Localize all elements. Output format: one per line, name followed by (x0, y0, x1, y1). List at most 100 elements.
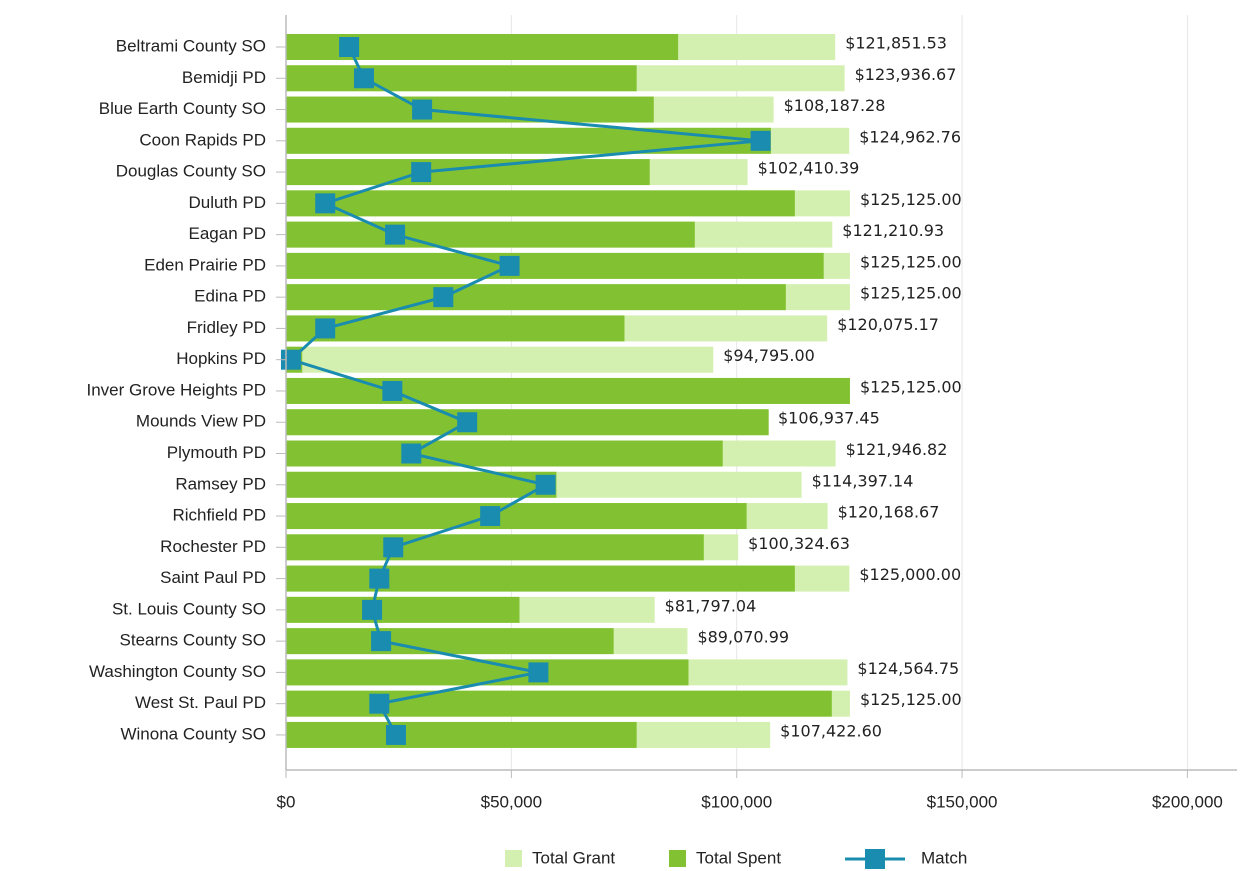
bar (286, 190, 795, 217)
y-tick-label: St. Louis County SO (112, 599, 266, 618)
data-label: $120,168.67 (838, 503, 940, 522)
bar (286, 252, 824, 279)
legend-label: Total Spent (696, 848, 781, 867)
y-tick-label: Inver Grove Heights PD (86, 380, 266, 399)
bar (286, 96, 654, 123)
data-label: $102,410.39 (758, 159, 860, 178)
data-label: $121,210.93 (842, 221, 944, 240)
legend-marker (865, 849, 885, 869)
match-marker (385, 224, 406, 245)
y-tick-label: Richfield PD (172, 506, 266, 525)
legend: Total Grant Total Spent Match (505, 848, 967, 869)
data-label: $121,946.82 (846, 440, 948, 459)
y-tick-label: Washington County SO (89, 662, 266, 681)
y-tick-label: Beltrami County SO (116, 36, 266, 55)
y-tick-label: Fridley PD (187, 318, 266, 337)
data-label: $121,851.53 (845, 34, 947, 53)
match-marker (382, 380, 403, 401)
bar (286, 534, 704, 561)
data-label: $125,125.00 (860, 690, 962, 709)
match-marker (535, 474, 556, 495)
match-marker (371, 631, 392, 652)
match-marker (499, 255, 520, 276)
y-tick-label: Stearns County SO (120, 631, 266, 650)
bar (286, 409, 769, 436)
data-label: $120,075.17 (837, 315, 939, 334)
y-tick-label: Blue Earth County SO (99, 99, 266, 118)
bar (286, 315, 625, 342)
y-tick-label: Bemidji PD (182, 68, 266, 87)
data-label: $89,070.99 (697, 628, 789, 647)
match-marker (401, 443, 422, 464)
match-marker (385, 724, 406, 745)
y-tick-label: Eagan PD (189, 224, 267, 243)
match-marker (528, 662, 549, 683)
match-marker (457, 412, 478, 433)
data-label: $125,125.00 (860, 252, 962, 271)
match-marker (353, 68, 374, 89)
y-tick-label: Plymouth PD (167, 443, 266, 462)
y-tick-label: Coon Rapids PD (139, 130, 266, 149)
y-tick-label: Ramsey PD (175, 474, 266, 493)
y-tick-label: Eden Prairie PD (144, 255, 266, 274)
match-marker (411, 162, 432, 183)
bar (286, 284, 786, 311)
match-marker (369, 693, 390, 714)
bar (286, 503, 747, 530)
match-marker (433, 287, 454, 308)
x-tick-label: $100,000 (701, 792, 772, 811)
data-label: $114,397.14 (812, 471, 914, 490)
y-tick-label: Winona County SO (120, 724, 266, 743)
data-label: $125,125.00 (860, 284, 962, 303)
bar (286, 65, 637, 92)
y-tick-label: Edina PD (194, 287, 266, 306)
match-marker (369, 568, 390, 589)
match-marker (412, 99, 433, 120)
data-label: $124,564.75 (857, 659, 959, 678)
y-tick-label: West St. Paul PD (135, 693, 266, 712)
bar (286, 471, 557, 498)
data-label: $106,937.45 (778, 409, 880, 428)
match-marker (315, 318, 336, 339)
bar (286, 159, 650, 186)
x-tick-label: $150,000 (927, 792, 998, 811)
data-label: $107,422.60 (780, 721, 882, 740)
match-marker (383, 537, 404, 558)
data-label: $94,795.00 (723, 346, 815, 365)
y-tick-label: Hopkins PD (176, 349, 266, 368)
x-tick-label: $200,000 (1152, 792, 1223, 811)
data-label: $100,324.63 (748, 534, 850, 553)
x-tick-label: $50,000 (481, 792, 542, 811)
data-label: $125,000.00 (859, 565, 961, 584)
y-tick-label: Douglas County SO (116, 162, 266, 181)
data-label: $123,936.67 (855, 65, 957, 84)
bar (286, 690, 832, 717)
bar (286, 721, 637, 748)
bar (286, 596, 520, 623)
y-tick-label: Rochester PD (160, 537, 266, 556)
match-marker (362, 599, 383, 620)
match-marker (315, 193, 336, 214)
data-label: $108,187.28 (784, 96, 886, 115)
bar (286, 346, 714, 373)
bar (286, 628, 614, 655)
y-tick-label: Saint Paul PD (160, 568, 266, 587)
match-marker (339, 37, 360, 57)
legend-swatch (669, 850, 686, 867)
y-tick-label: Mounds View PD (136, 412, 266, 431)
bar (286, 221, 695, 248)
data-label: $81,797.04 (665, 596, 757, 615)
data-label: $125,125.00 (860, 377, 962, 396)
legend-label: Match (921, 848, 967, 867)
legend-label: Total Grant (532, 848, 615, 867)
data-label: $124,962.76 (859, 127, 961, 146)
legend-swatch (505, 850, 522, 867)
bar (286, 127, 771, 154)
x-tick-label: $0 (277, 792, 296, 811)
data-label: $125,125.00 (860, 190, 962, 209)
bar (286, 440, 723, 467)
y-tick-label: Duluth PD (189, 193, 266, 212)
match-marker (750, 130, 771, 151)
bar (286, 377, 850, 404)
